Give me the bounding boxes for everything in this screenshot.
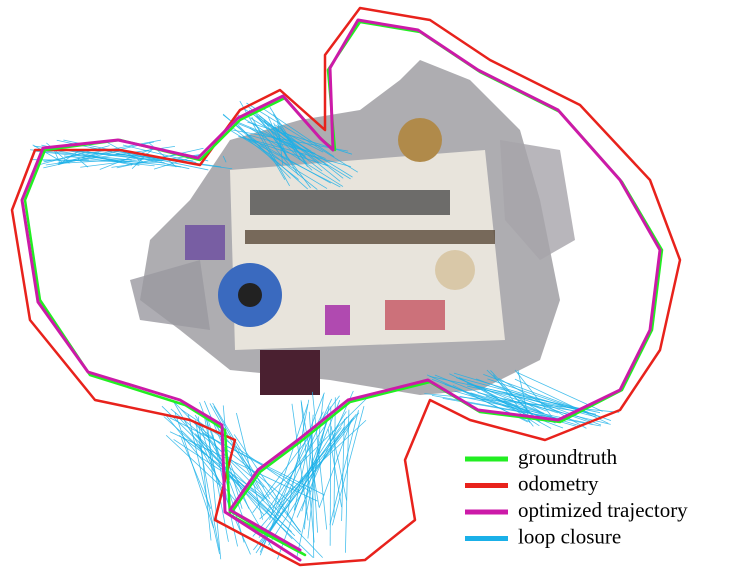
loop-closure-line: [259, 119, 353, 178]
loop-closure-line: [173, 401, 323, 558]
loop-closure-line: [485, 395, 542, 414]
loop-closure-line: [242, 136, 341, 188]
loop-closure-line: [222, 114, 318, 190]
loop-closure-line: [277, 124, 308, 164]
legend-label: optimized trajectory: [518, 498, 688, 522]
object: [250, 190, 450, 215]
loop-closure-line: [251, 110, 308, 160]
loop-closure-line: [459, 377, 580, 411]
loop-closure-line: [247, 105, 319, 163]
loop-closure-line: [58, 152, 100, 165]
cloud-patch: [500, 140, 575, 260]
loop-closure-line: [170, 408, 265, 488]
loop-closure-line: [259, 398, 333, 553]
loop-closure-line: [198, 422, 225, 500]
object: [435, 250, 475, 290]
loop-closure-line: [429, 375, 601, 414]
object: [385, 300, 445, 330]
loop-closure-line: [329, 410, 359, 526]
legend-label: odometry: [518, 471, 599, 495]
table-top: [230, 150, 505, 350]
object: [238, 283, 262, 307]
loop-closure-line: [227, 128, 349, 152]
loop-closure-line: [222, 113, 309, 190]
loop-closure-line: [333, 397, 336, 518]
loop-closure-line: [503, 392, 589, 423]
loop-closure-line: [174, 412, 214, 529]
loop-closure-line: [236, 412, 263, 520]
loop-closure-line: [196, 434, 281, 518]
object: [245, 230, 495, 244]
loop-closure-line: [35, 150, 182, 168]
loop-closure-line: [517, 399, 547, 412]
loop-closure-line: [293, 428, 313, 511]
loop-closure-line: [296, 390, 354, 518]
loop-closure-line: [286, 399, 310, 516]
loop-closure-line: [43, 150, 119, 169]
loop-closure-line: [300, 400, 320, 508]
loop-closure-line: [180, 438, 212, 509]
loop-closure-line: [231, 120, 306, 152]
object: [325, 305, 350, 335]
object: [260, 350, 320, 395]
optimized-path: [20, 18, 662, 562]
loop-closure-line: [253, 427, 350, 551]
loop-closure-line: [259, 105, 335, 158]
loop-closure-line: [197, 416, 212, 541]
loop-closure-line: [246, 102, 359, 173]
loop-closure-line: [291, 403, 309, 521]
loop-closure-line: [227, 128, 328, 189]
loop-closure-line: [269, 403, 309, 521]
loop-closure-line: [276, 418, 329, 560]
loop-closure-line: [236, 123, 291, 179]
loop-closure-line: [234, 120, 326, 159]
loop-closure-line: [195, 420, 220, 551]
loop-closure-line: [258, 427, 342, 538]
cloud-patch: [130, 260, 210, 330]
loop-closure-line: [222, 155, 227, 163]
legend-label: loop closure: [518, 524, 621, 548]
loop-closure-line: [233, 434, 301, 532]
loop-closure-line: [249, 127, 344, 187]
loop-closure-line: [58, 149, 81, 166]
loop-closure-line: [173, 401, 221, 482]
loop-closure-line: [269, 129, 323, 172]
loop-closure-line: [483, 389, 540, 427]
loop-closure-line: [259, 392, 325, 556]
loop-closure-line: [165, 434, 221, 486]
loop-closure-line: [75, 150, 163, 162]
loop-closure-line: [252, 413, 357, 537]
loop-closure-line: [252, 395, 340, 513]
loop-closure-line: [268, 124, 324, 153]
loop-closure-line: [256, 115, 288, 156]
loop-closure-line: [449, 373, 532, 414]
loop-closure-line: [341, 418, 345, 522]
odometry-path: [10, 6, 682, 567]
loop-closure-line: [331, 406, 365, 526]
loop-closure-line: [455, 377, 545, 414]
loop-closure-line: [181, 430, 314, 558]
legend-label: groundtruth: [518, 445, 618, 469]
loop-closure-line: [255, 416, 348, 554]
point-cloud: [130, 60, 575, 395]
object: [185, 225, 225, 260]
loop-closure-line: [262, 396, 369, 502]
loop-closure-line: [318, 419, 353, 509]
object: [398, 118, 442, 162]
loop-closure-line: [301, 416, 329, 512]
loop-closure-line: [503, 398, 561, 421]
loop-closure-line: [206, 417, 222, 560]
loop-closure-line: [345, 409, 350, 553]
loop-closure-line: [311, 391, 328, 530]
